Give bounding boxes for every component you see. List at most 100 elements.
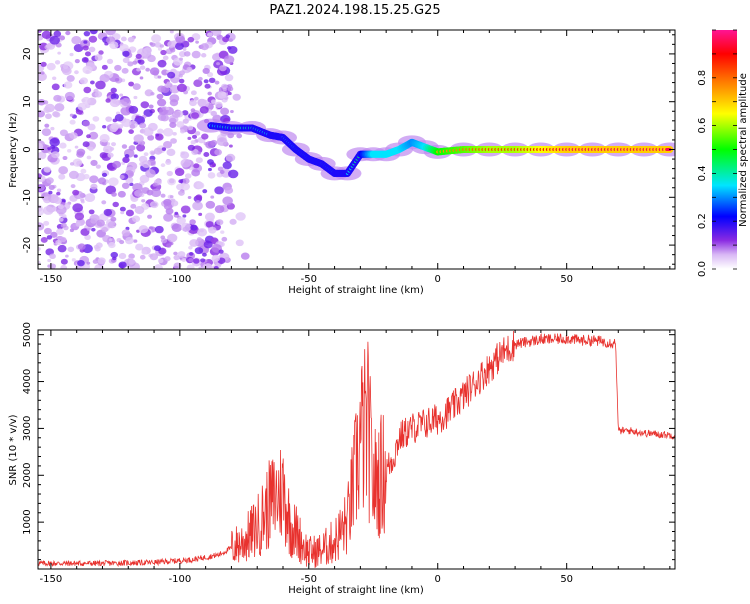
noise-speckle	[145, 169, 156, 178]
noise-speckle	[183, 48, 187, 51]
noise-speckle	[57, 52, 61, 55]
noise-speckle	[180, 129, 185, 133]
noise-speckle	[183, 178, 190, 184]
noise-speckle	[136, 68, 141, 72]
noise-speckle	[53, 112, 60, 118]
noise-speckle	[140, 65, 145, 69]
noise-speckle	[65, 92, 75, 100]
noise-speckle	[41, 237, 48, 243]
noise-speckle	[189, 252, 194, 256]
noise-speckle	[119, 253, 127, 259]
noise-speckle	[120, 207, 126, 212]
noise-speckle	[241, 252, 250, 259]
noise-speckle	[155, 226, 164, 233]
noise-speckle	[34, 205, 42, 212]
y-tick-label: 20	[22, 48, 33, 61]
noise-speckle	[122, 144, 127, 148]
noise-speckle	[100, 134, 110, 142]
noise-speckle	[169, 122, 176, 128]
figure-title: PAZ1.2024.198.15.25.G25	[269, 3, 440, 18]
noise-speckle	[127, 61, 133, 66]
noise-speckle	[154, 245, 161, 251]
noise-speckle	[83, 141, 90, 147]
noise-speckle	[83, 87, 91, 93]
noise-speckle	[87, 156, 92, 160]
noise-speckle	[60, 265, 67, 271]
noise-speckle	[43, 206, 54, 215]
noise-speckle	[173, 252, 177, 256]
noise-speckle	[215, 81, 220, 85]
y-tick-label: 10	[22, 95, 33, 108]
noise-speckle	[142, 160, 151, 168]
noise-speckle	[204, 79, 209, 83]
noise-speckle	[157, 60, 166, 68]
noise-speckle	[60, 129, 68, 136]
noise-speckle	[126, 210, 134, 217]
noise-speckle	[85, 193, 96, 202]
noise-speckle	[198, 213, 202, 216]
noise-speckle	[36, 247, 41, 251]
noise-speckle	[129, 145, 136, 151]
noise-speckle	[58, 174, 65, 180]
noise-speckle	[140, 255, 146, 260]
colorbar-tick-label: 0.8	[697, 70, 708, 86]
noise-speckle	[179, 58, 183, 61]
noise-speckle	[90, 81, 95, 85]
noise-speckle	[230, 110, 234, 113]
colorbar-tick-label: 0.2	[697, 213, 708, 229]
noise-speckle	[112, 161, 121, 168]
noise-speckle	[93, 116, 100, 122]
noise-speckle	[87, 262, 91, 265]
noise-speckle	[201, 133, 208, 139]
noise-speckle	[111, 123, 120, 130]
noise-speckle	[225, 74, 234, 81]
noise-speckle	[98, 257, 106, 264]
noise-speckle	[88, 147, 93, 151]
noise-speckle	[192, 51, 201, 59]
noise-speckle	[89, 209, 95, 214]
noise-speckle	[122, 68, 129, 74]
noise-speckle	[90, 160, 97, 166]
noise-speckle	[48, 191, 52, 195]
noise-speckle	[167, 72, 175, 79]
x-tick-label: -100	[168, 574, 191, 585]
noise-speckle	[108, 177, 118, 186]
noise-speckle	[44, 228, 52, 234]
noise-speckle	[203, 152, 209, 157]
noise-speckle	[80, 169, 86, 174]
noise-speckle	[56, 192, 60, 196]
noise-speckle	[197, 228, 207, 236]
noise-speckle	[187, 137, 191, 140]
noise-speckle	[180, 151, 189, 159]
noise-speckle	[83, 174, 89, 179]
noise-speckle	[73, 224, 77, 227]
noise-speckle	[207, 92, 212, 96]
noise-speckle	[219, 65, 227, 71]
noise-speckle	[119, 44, 128, 52]
x-tick-label: -50	[301, 574, 317, 585]
noise-speckle	[119, 240, 124, 244]
noise-speckle	[222, 196, 233, 205]
noise-speckle	[235, 212, 245, 221]
noise-speckle	[181, 258, 186, 262]
noise-speckle	[102, 65, 108, 70]
noise-speckle	[133, 239, 137, 242]
noise-speckle	[83, 40, 87, 43]
noise-speckle	[139, 123, 146, 129]
x-tick-label: 50	[560, 274, 573, 285]
noise-speckle	[67, 149, 71, 153]
noise-speckle	[202, 68, 209, 74]
noise-speckle	[204, 241, 213, 249]
noise-speckle	[58, 204, 64, 209]
noise-speckle	[111, 88, 117, 93]
noise-speckle	[147, 215, 152, 219]
noise-speckle	[220, 108, 229, 115]
y-tick-label: 5000	[22, 322, 33, 347]
noise-speckle	[179, 79, 185, 84]
x-tick-label: -150	[40, 574, 63, 585]
noise-speckle	[226, 154, 236, 162]
noise-speckle	[82, 66, 92, 74]
noise-speckle	[151, 34, 161, 42]
x-tick-label: -150	[40, 274, 63, 285]
noise-speckle	[150, 201, 159, 208]
